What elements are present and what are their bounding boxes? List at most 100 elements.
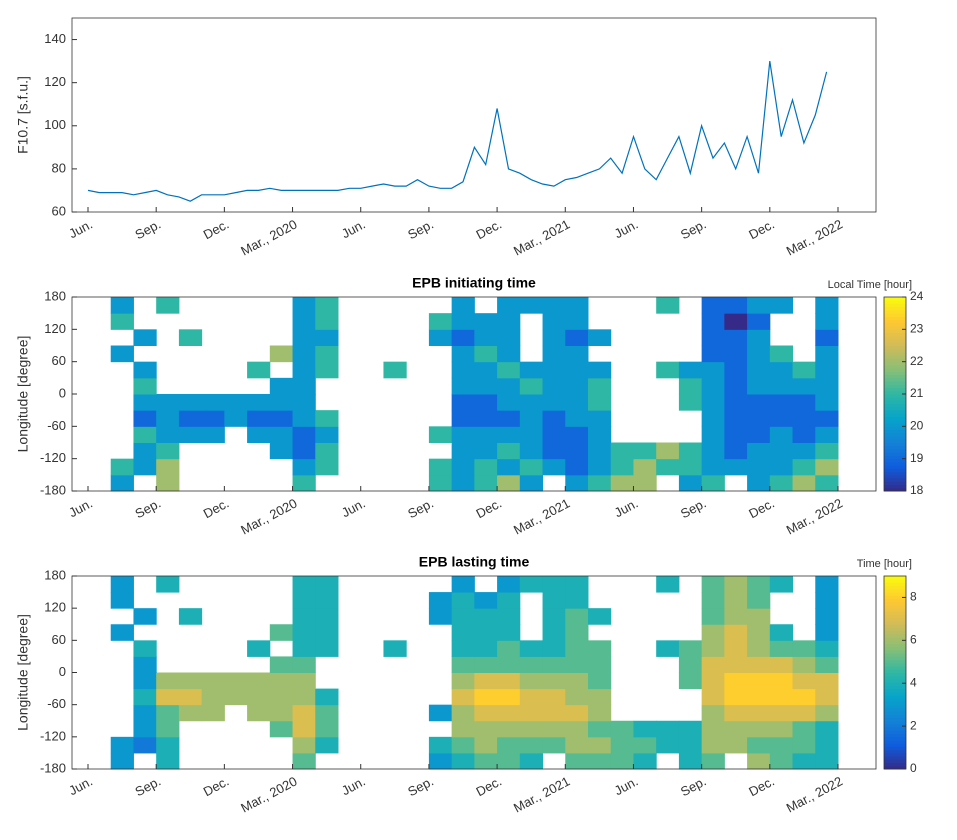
heatmap-cell [815,394,839,411]
heatmap-cell [542,640,566,657]
heatmap-cell [451,474,475,492]
heatmap-cell [542,442,566,460]
colorbar-swatch [884,752,906,757]
heatmap-cell [428,426,453,443]
colorbar-swatch [884,342,906,346]
heatmap-cell [792,442,816,460]
heatmap-cell [428,752,453,770]
colorbar-swatch [884,403,906,408]
heatmap-cell [451,442,475,460]
heatmap-cell [792,640,816,657]
colorbar-swatch [884,397,906,401]
heatmap-cell [542,592,566,609]
heatmap-cell [474,329,498,346]
colorbar-swatch [884,598,906,603]
colorbar-swatch [884,765,906,770]
heatmap-cell [542,329,566,346]
heatmap-cell [292,377,316,395]
heatmap-cell [269,394,294,411]
colorbar-label: Time [hour] [857,558,912,570]
heatmap-cell [519,442,544,460]
colorbar-swatch [884,429,906,434]
x-tick-label: Dec. [201,216,232,242]
heatmap-cell [110,458,134,476]
heatmap-cell [588,608,612,625]
heatmap-cell [565,720,589,738]
colorbar-swatch [884,588,906,593]
heatmap-cell [110,474,134,492]
heatmap-cell [292,442,316,460]
colorbar-swatch [884,617,906,622]
colorbar-swatch [884,714,906,719]
heatmap-cell [451,426,475,443]
heatmap-cell [565,688,589,706]
colorbar-swatch [884,701,906,706]
heatmap-cell [474,394,498,411]
colorbar-tick-label: 24 [910,289,924,303]
heatmap-cell [133,426,157,443]
heatmap-cell [701,313,725,330]
heatmap-cell [110,736,134,754]
heatmap-cell [815,624,839,641]
colorbar-swatch [884,335,906,340]
heatmap-cell [519,394,544,411]
colorbar-tick-label: 0 [910,761,917,775]
colorbar-swatch [884,439,906,443]
heatmap-cell [724,361,748,379]
heatmap-cell [701,474,725,492]
colorbar-swatch [884,723,906,728]
heatmap-cell [747,474,771,492]
heatmap-cell [451,576,475,593]
heatmap-cell [610,720,634,738]
x-tick-label: Jun. [339,773,368,798]
heatmap-cell [247,361,271,379]
heatmap-cell [519,688,544,706]
heatmap-cell [588,361,612,379]
colorbar-swatch [884,300,906,304]
colorbar-swatch [884,374,906,379]
heatmap-cell [519,720,544,738]
colorbar-swatch [884,322,906,327]
heatmap-cell [497,672,521,690]
heatmap-cell [474,474,498,492]
colorbar-swatch [884,332,906,337]
heatmap-cell [542,361,566,379]
heatmap-cell [588,474,612,492]
heatmap-cell [474,704,498,722]
heatmap-cell [678,656,703,673]
heatmap-cell [565,329,589,346]
heatmap-cell [451,377,475,395]
colorbar-swatch [884,608,906,612]
heatmap-cell [747,458,771,476]
heatmap-cell [769,736,794,754]
colorbar-tick-label: 8 [910,590,917,604]
heatmap-cell [315,442,339,460]
heatmap-cell [588,720,612,738]
colorbar-swatch [884,461,906,466]
heatmap-cell [815,361,839,379]
heatmap-cell [474,345,498,363]
heatmap-cell [701,608,725,625]
heatmap-cell [201,410,225,427]
heatmap-cell [747,426,771,443]
heatmap-cell [656,361,680,379]
heatmap-cell [656,442,680,460]
x-tick-label: Sep. [133,773,164,799]
heatmap-cell [747,361,771,379]
heatmap-cell [656,458,680,476]
heatmap-cell [656,640,680,657]
heatmap-cell [701,704,725,722]
heatmap-cell [701,297,725,314]
heatmap-cell [201,688,225,706]
colorbar-swatch [884,423,906,427]
heatmap-cell [724,672,748,690]
colorbar-frame [883,575,907,770]
heatmap-cell [292,672,316,690]
x-tick-label: Sep. [133,216,164,242]
heatmap-cell [519,458,544,476]
y-tick-label: 120 [44,321,66,336]
heatmap-cell [588,736,612,754]
heatmap-cell [133,688,157,706]
heatmap-cell [815,442,839,460]
heatmap-cell [542,720,566,738]
